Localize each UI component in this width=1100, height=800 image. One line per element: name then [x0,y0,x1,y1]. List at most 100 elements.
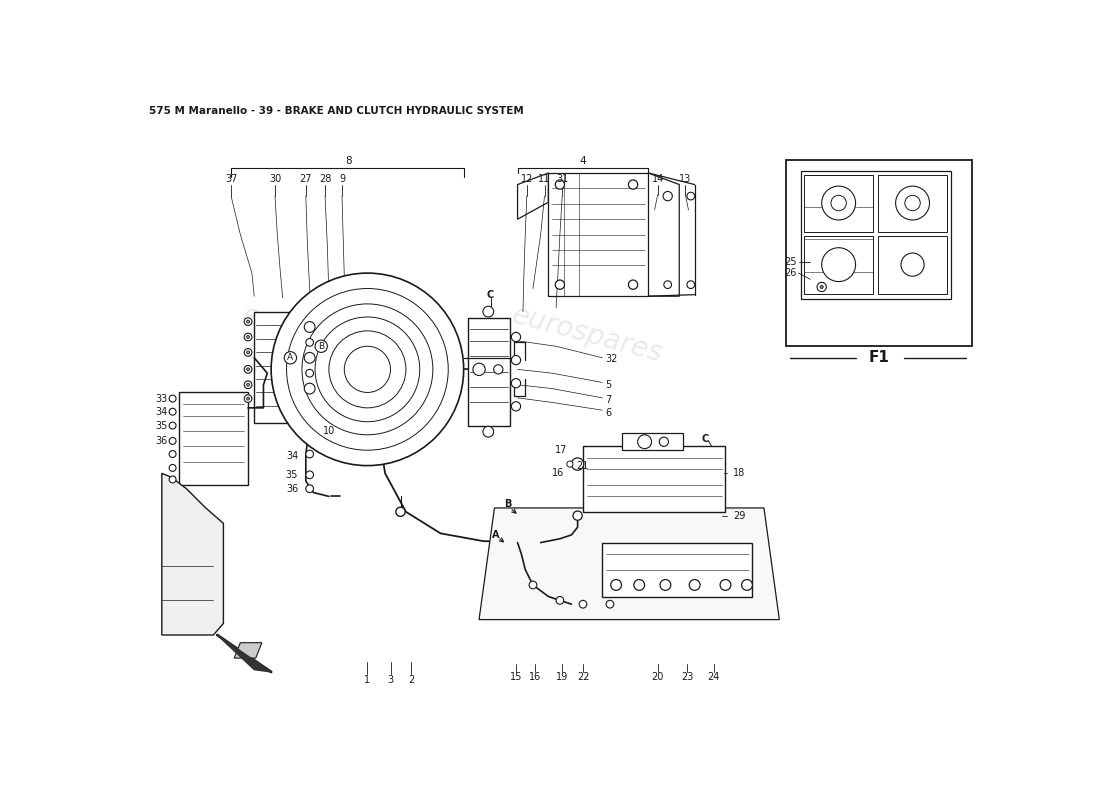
Text: 30: 30 [268,174,282,184]
Bar [583,446,726,512]
Text: C: C [701,434,708,444]
Text: 6: 6 [605,408,612,418]
Circle shape [529,581,537,589]
Circle shape [246,320,250,323]
Circle shape [686,281,695,289]
Text: 15: 15 [509,672,522,682]
Text: 575 M Maranello - 39 - BRAKE AND CLUTCH HYDRAULIC SYSTEM: 575 M Maranello - 39 - BRAKE AND CLUTCH … [150,106,525,116]
Circle shape [169,450,176,458]
Circle shape [690,579,700,590]
Bar [254,312,310,423]
Circle shape [901,253,924,276]
Text: 22: 22 [576,672,590,682]
Circle shape [306,370,313,377]
Text: 3: 3 [387,674,394,685]
Circle shape [663,191,672,201]
Polygon shape [480,508,779,619]
Bar [603,542,752,597]
Circle shape [473,363,485,375]
Text: 35: 35 [286,470,298,480]
Circle shape [169,476,176,483]
Circle shape [244,333,252,341]
Text: 2: 2 [408,674,415,685]
Text: 34: 34 [156,406,168,417]
Circle shape [244,318,252,326]
Text: 28: 28 [319,174,331,184]
Circle shape [628,180,638,189]
Circle shape [579,600,587,608]
Circle shape [572,458,584,470]
Circle shape [286,289,449,450]
Text: 4: 4 [580,156,586,166]
Text: A: A [287,354,294,362]
Circle shape [556,180,564,189]
Circle shape [822,248,856,282]
Circle shape [905,195,921,210]
Bar [878,174,947,232]
Circle shape [305,353,315,363]
Bar [804,236,873,294]
Circle shape [659,437,669,446]
Circle shape [556,280,564,290]
Circle shape [169,395,176,402]
Circle shape [512,332,520,342]
Text: 1: 1 [364,674,371,685]
Circle shape [244,381,252,389]
Circle shape [660,579,671,590]
Circle shape [284,352,297,364]
Circle shape [315,340,328,353]
Circle shape [246,368,250,371]
Circle shape [830,195,846,210]
Text: A: A [492,530,499,540]
Circle shape [606,600,614,608]
Text: 25: 25 [784,257,796,266]
Text: 5: 5 [605,380,612,390]
Circle shape [169,438,176,445]
Circle shape [512,378,520,388]
Circle shape [610,579,621,590]
Circle shape [663,281,671,289]
Circle shape [271,273,464,466]
Text: eurospares: eurospares [239,301,396,368]
Circle shape [305,322,315,332]
Circle shape [306,485,313,493]
Text: B: B [318,342,324,350]
Circle shape [169,465,176,471]
Circle shape [483,426,494,437]
Text: 23: 23 [681,672,693,682]
Polygon shape [162,474,223,635]
Polygon shape [218,635,271,672]
Circle shape [244,394,252,402]
Text: 14: 14 [651,174,663,184]
Circle shape [246,397,250,400]
Circle shape [634,579,645,590]
Text: 19: 19 [557,672,569,682]
Bar [785,160,972,346]
Circle shape [344,346,390,393]
Text: 33: 33 [156,394,168,404]
Text: 12: 12 [520,174,534,184]
Text: 17: 17 [554,445,566,455]
Text: F1: F1 [868,350,889,366]
Polygon shape [234,642,262,658]
Circle shape [246,351,250,354]
Text: 7: 7 [605,395,612,405]
Circle shape [512,402,520,411]
Circle shape [483,306,494,317]
Circle shape [720,579,730,590]
Bar [178,393,249,485]
Bar [804,174,873,232]
Circle shape [306,338,313,346]
Circle shape [306,450,313,458]
Text: 8: 8 [344,156,352,166]
Circle shape [494,365,503,374]
Bar [621,434,683,450]
Circle shape [573,511,582,520]
Bar [468,318,510,426]
Circle shape [821,286,823,289]
Text: 26: 26 [784,268,796,278]
Circle shape [244,349,252,356]
Circle shape [169,408,176,415]
Text: 34: 34 [286,450,298,461]
Text: 11: 11 [538,174,551,184]
